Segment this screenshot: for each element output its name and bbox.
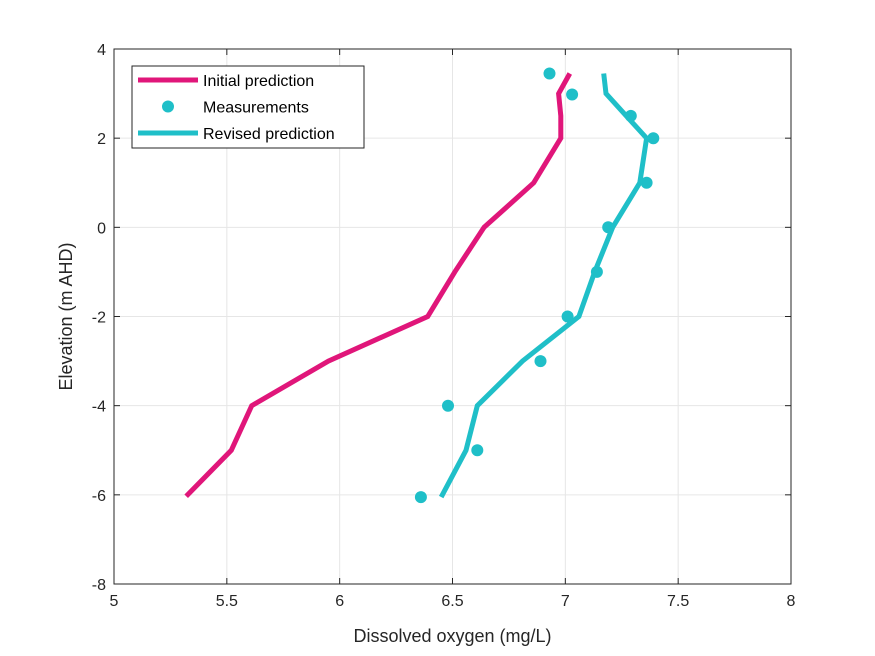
- legend-label-initial-prediction: Initial prediction: [203, 73, 314, 90]
- x-tick-label: 6.5: [441, 593, 463, 610]
- measurements-point: [414, 491, 427, 504]
- x-tick-label: 6: [335, 593, 344, 610]
- measurements-point: [543, 67, 556, 80]
- measurements-point: [647, 132, 660, 145]
- measurements-point: [534, 355, 547, 368]
- initial-prediction-line: [184, 72, 572, 498]
- y-tick-label: 4: [97, 42, 106, 59]
- revised-prediction-line: [438, 73, 650, 499]
- x-tick-label: 7.5: [667, 593, 689, 610]
- y-tick-label: 0: [97, 220, 106, 237]
- x-tick-label: 8: [787, 593, 796, 610]
- y-tick-label: 2: [97, 131, 106, 148]
- legend-swatch-measurements: [162, 100, 174, 113]
- measurements-point: [561, 310, 574, 323]
- measurements-point: [471, 444, 484, 457]
- y-axis-title: Elevation (m AHD): [56, 242, 76, 390]
- x-axis-title: Dissolved oxygen (mg/L): [353, 626, 551, 646]
- x-tick-label: 5: [110, 593, 119, 610]
- x-tick-label: 7: [561, 593, 570, 610]
- legend-label-measurements: Measurements: [203, 100, 309, 117]
- ticks: 5 5.5 6 6.5 7 7.5 8 -8 -6 -4 -2 0 2 4: [92, 42, 796, 610]
- y-tick-label: -2: [92, 310, 106, 327]
- y-tick-label: -8: [92, 577, 106, 594]
- y-tick-label: -6: [92, 488, 106, 505]
- series-layer: [184, 67, 660, 504]
- measurements-point: [442, 399, 454, 412]
- measurements-point: [566, 88, 579, 101]
- x-tick-label: 5.5: [216, 593, 238, 610]
- y-tick-label: -4: [92, 399, 106, 416]
- legend-label-revised-prediction: Revised prediction: [203, 126, 335, 143]
- measurements-point: [640, 176, 653, 189]
- legend: Initial prediction Measurements Revised pr…: [131, 65, 365, 149]
